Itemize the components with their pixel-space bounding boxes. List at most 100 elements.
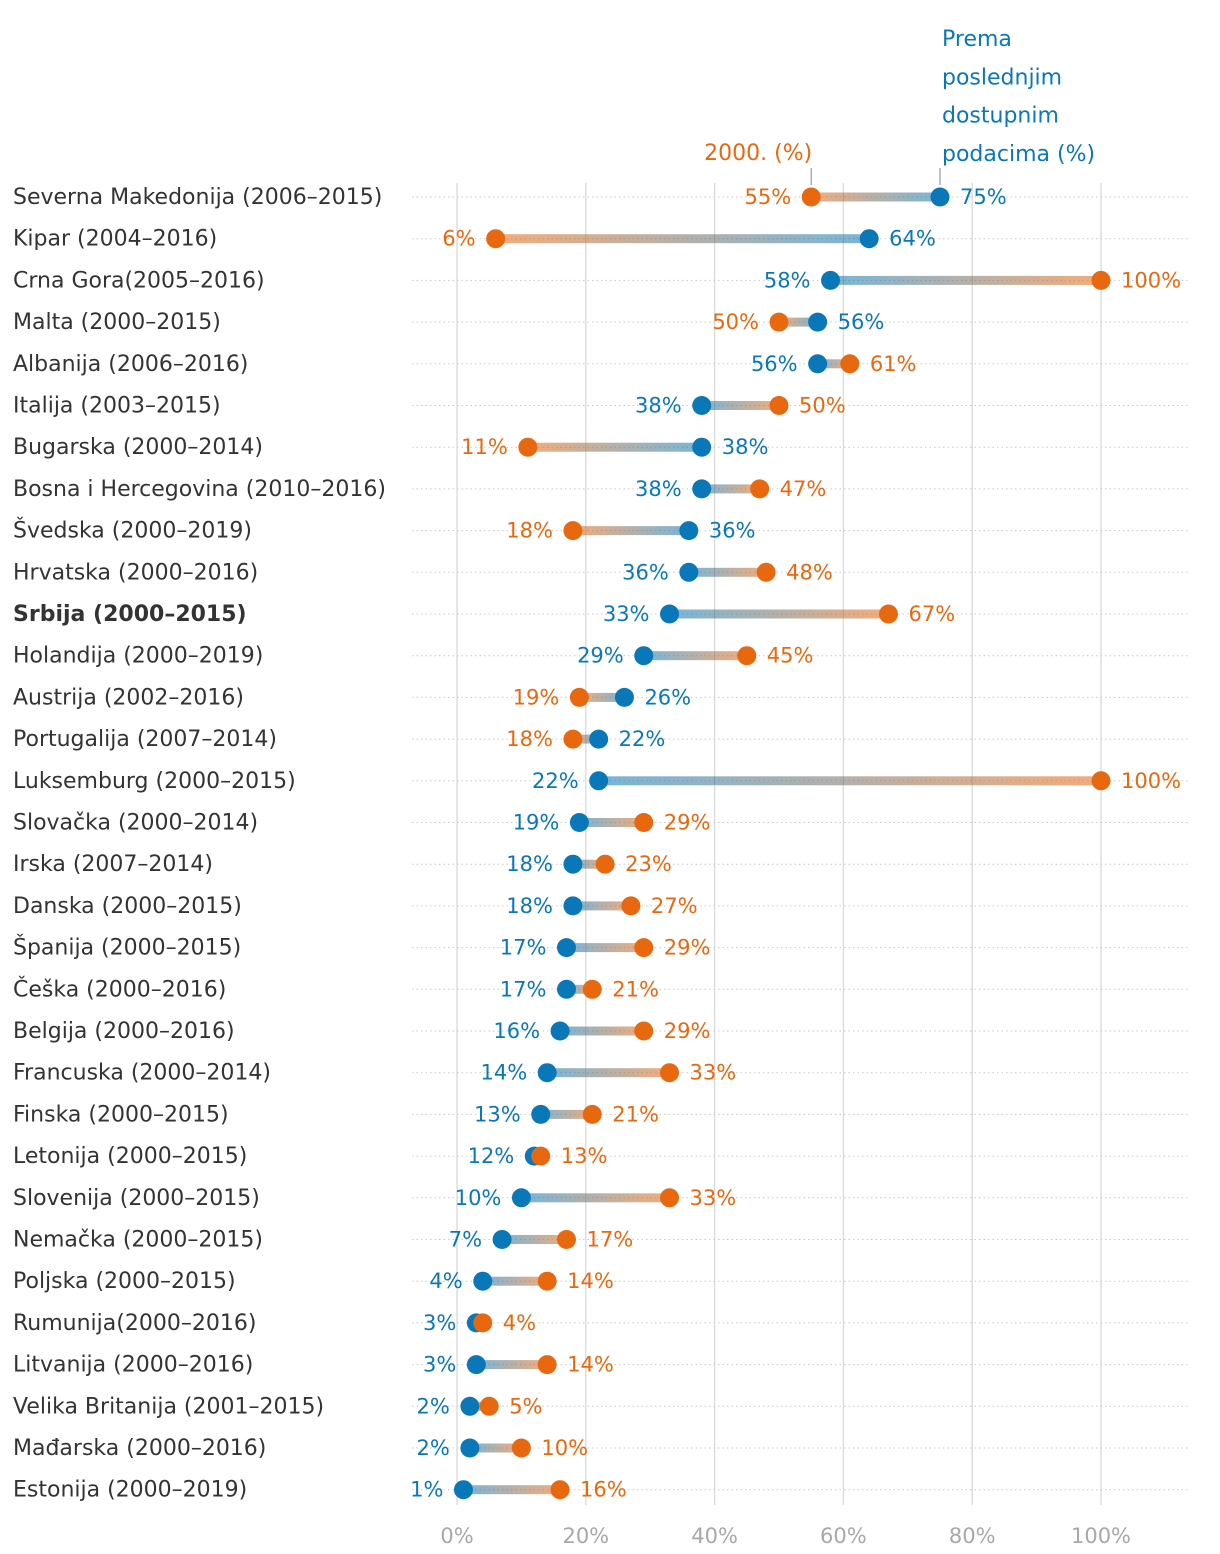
country-label: Letonija (2000–2015) — [13, 1144, 247, 1169]
country-label: Austrija (2002–2016) — [13, 685, 244, 710]
dot-latest — [563, 854, 583, 874]
dot-2000 — [582, 1104, 602, 1124]
country-label: Belgija (2000–2016) — [13, 1019, 235, 1044]
dot-latest — [692, 437, 712, 457]
dot-2000 — [1091, 771, 1111, 791]
x-tick-label: 0% — [440, 1524, 473, 1548]
legend-label-latest-line: Prema — [942, 27, 1012, 52]
dot-2000 — [518, 437, 538, 457]
dumbbell-bar — [469, 1443, 522, 1453]
dumbbell-bar — [779, 317, 818, 327]
dot-latest — [614, 687, 634, 707]
value-label-latest: 22% — [532, 769, 579, 793]
value-label-latest: 33% — [603, 602, 650, 626]
dot-latest — [808, 312, 828, 332]
dot-2000 — [840, 354, 860, 374]
grid — [412, 183, 1188, 1505]
dot-latest — [511, 1188, 531, 1208]
dot-latest — [930, 187, 950, 207]
dot-2000 — [750, 479, 770, 499]
value-label-latest: 2% — [417, 1436, 450, 1460]
value-label-latest: 58% — [764, 268, 811, 292]
x-tick-label: 20% — [562, 1524, 609, 1548]
value-label-2000: 29% — [664, 1019, 711, 1043]
country-label: Italija (2003–2015) — [13, 394, 221, 419]
dot-2000 — [660, 1188, 680, 1208]
country-label: Danska (2000–2015) — [13, 894, 242, 919]
country-label: Estonija (2000–2019) — [13, 1478, 247, 1503]
value-label-latest: 36% — [709, 519, 756, 543]
dumbbell-bar — [830, 275, 1101, 285]
dumbbell-bar — [463, 1485, 561, 1495]
dumbbell-bar — [572, 526, 689, 536]
dumbbell-bar — [476, 1360, 548, 1370]
dot-2000 — [737, 646, 757, 666]
value-label-2000: 6% — [442, 227, 475, 251]
dot-2000 — [511, 1438, 531, 1458]
dot-latest — [466, 1355, 486, 1375]
dot-2000 — [769, 396, 789, 415]
dot-2000 — [537, 1271, 557, 1291]
dot-2000 — [801, 187, 821, 207]
dot-2000 — [1091, 270, 1111, 290]
dumbbell-bar — [669, 609, 889, 619]
x-tick-label: 100% — [1071, 1524, 1131, 1548]
dumbbell-bar — [566, 984, 593, 994]
dot-2000 — [531, 1146, 551, 1166]
dumbbell-bar — [502, 1235, 567, 1244]
dot-latest — [569, 813, 589, 832]
dot-2000 — [634, 813, 654, 832]
value-label-latest: 3% — [423, 1311, 456, 1335]
dot-2000 — [878, 604, 898, 624]
country-label: Litvanija (2000–2016) — [13, 1353, 253, 1378]
dumbbell-bar — [482, 1276, 548, 1286]
dot-2000 — [537, 1355, 557, 1375]
country-label: Slovačka (2000–2014) — [13, 811, 258, 836]
value-label-2000: 55% — [745, 185, 792, 209]
country-label: Nemačka (2000–2015) — [13, 1228, 263, 1253]
country-label: Slovenija (2000–2015) — [13, 1186, 260, 1211]
dumbbell-bar — [643, 651, 747, 661]
dumbbell-bar — [560, 1026, 644, 1036]
dot-2000 — [621, 896, 641, 916]
dumbbell-bar — [521, 1193, 670, 1203]
dumbbell-bar — [811, 192, 940, 202]
value-label-latest: 7% — [449, 1228, 482, 1252]
value-label-2000: 45% — [767, 644, 814, 668]
legend-label-latest-line: dostupnim — [942, 104, 1059, 129]
dot-2000 — [769, 312, 789, 332]
dot-latest — [492, 1230, 512, 1249]
dot-latest — [453, 1480, 473, 1500]
dot-latest — [563, 896, 583, 916]
dot-2000 — [595, 854, 615, 874]
value-label-latest: 14% — [480, 1061, 527, 1085]
country-label: Bosna i Hercegovina (2010–2016) — [13, 477, 386, 502]
value-label-latest: 10% — [455, 1186, 502, 1210]
country-label: Crna Gora(2005–2016) — [13, 268, 265, 293]
dot-2000 — [582, 979, 602, 999]
chart-rows: Severna Makedonija (2006–2015) 55% 75% Kipa… — [13, 185, 1181, 1503]
value-label-latest: 3% — [423, 1353, 456, 1377]
dot-2000 — [473, 1313, 493, 1333]
dot-2000 — [486, 229, 506, 249]
dot-latest — [679, 521, 699, 541]
dot-latest — [556, 938, 576, 958]
country-label: Hrvatska (2000–2016) — [13, 560, 258, 585]
country-label: Finska (2000–2015) — [13, 1102, 229, 1127]
country-label: Španija (2000–2015) — [13, 935, 241, 961]
country-label: Mađarska (2000–2016) — [13, 1436, 266, 1461]
dot-latest — [692, 479, 712, 499]
value-label-latest: 4% — [429, 1269, 462, 1293]
value-label-2000: 13% — [561, 1144, 608, 1168]
value-label-2000: 27% — [651, 894, 698, 918]
value-label-latest: 56% — [751, 352, 798, 376]
value-label-latest: 16% — [493, 1019, 540, 1043]
country-label: Rumunija(2000–2016) — [13, 1311, 256, 1336]
dot-latest — [589, 771, 609, 791]
value-label-2000: 21% — [612, 1102, 659, 1126]
value-label-2000: 16% — [580, 1478, 627, 1502]
dumbbell-bar — [572, 734, 599, 744]
country-label: Bugarska (2000–2014) — [13, 435, 263, 460]
dumbbell-bar — [572, 901, 631, 911]
